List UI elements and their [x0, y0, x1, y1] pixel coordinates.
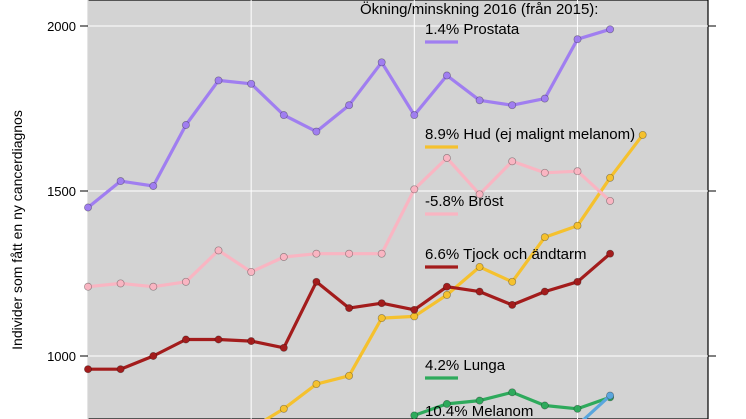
- data-point: [312, 380, 321, 389]
- data-point: [377, 314, 386, 323]
- data-point: [410, 305, 419, 314]
- data-point: [279, 111, 288, 120]
- data-point: [279, 253, 288, 261]
- data-point: [214, 335, 223, 344]
- data-point: [606, 173, 615, 182]
- legend-title: Ökning/minskning 2016 (från 2015):: [360, 0, 598, 18]
- data-point: [540, 287, 549, 296]
- data-point: [345, 249, 354, 258]
- data-point: [508, 300, 517, 309]
- series-2: [84, 154, 615, 291]
- data-point: [214, 246, 223, 255]
- data-point: [606, 249, 615, 258]
- y-tick-label: 1500: [47, 184, 76, 199]
- data-point: [214, 76, 223, 85]
- data-point: [345, 304, 354, 313]
- legend-label: -5.8% Bröst: [425, 193, 504, 210]
- data-point: [149, 352, 158, 360]
- data-point: [312, 249, 321, 258]
- data-point: [442, 290, 451, 299]
- y-tick-label: 2000: [47, 19, 76, 34]
- data-point: [377, 58, 386, 67]
- data-point: [84, 365, 92, 374]
- legend-label: 4.2% Lunga: [425, 357, 506, 374]
- series-5: [582, 391, 615, 419]
- data-point: [475, 396, 484, 405]
- data-point: [442, 399, 451, 408]
- series-0: [84, 25, 615, 212]
- data-point: [149, 182, 158, 190]
- data-point: [475, 190, 484, 199]
- data-point: [475, 287, 484, 296]
- data-point: [442, 154, 451, 162]
- data-point: [116, 365, 125, 374]
- series-1: [263, 130, 647, 419]
- series-line: [582, 394, 612, 419]
- data-point: [606, 196, 615, 205]
- data-point: [410, 185, 419, 194]
- data-point: [84, 282, 92, 291]
- data-point: [312, 127, 321, 136]
- data-point: [508, 101, 517, 110]
- series-group: [84, 25, 647, 419]
- data-point: [475, 96, 484, 105]
- legend-label: 8.9% Hud (ej malignt melanom): [425, 126, 635, 143]
- data-point: [606, 25, 615, 34]
- data-point: [247, 267, 256, 276]
- legend-label: 10.4% Melanom: [425, 403, 533, 419]
- data-point: [508, 157, 517, 166]
- data-point: [573, 35, 582, 44]
- data-point: [573, 404, 582, 413]
- data-point: [540, 94, 549, 103]
- data-point: [540, 233, 549, 242]
- data-point: [606, 391, 615, 400]
- data-point: [475, 262, 484, 271]
- data-point: [279, 404, 288, 413]
- data-point: [573, 277, 582, 286]
- data-point: [279, 343, 288, 352]
- data-point: [410, 111, 419, 120]
- data-point: [116, 177, 125, 186]
- data-point: [410, 411, 419, 419]
- data-point: [508, 388, 517, 397]
- legend: Ökning/minskning 2016 (från 2015): 1.4% P…: [360, 0, 635, 419]
- data-point: [573, 221, 582, 230]
- data-point: [181, 121, 190, 129]
- data-point: [442, 71, 451, 80]
- y-axis-label: Individer som fått en ny cancerdiagnos: [9, 110, 25, 350]
- data-point: [149, 282, 158, 291]
- data-point: [442, 282, 451, 291]
- data-point: [573, 167, 582, 176]
- data-point: [312, 277, 321, 286]
- data-point: [540, 401, 549, 410]
- data-point: [345, 101, 354, 110]
- data-point: [116, 279, 125, 288]
- y-axis: 1000 1500 2000: [47, 19, 716, 364]
- data-point: [508, 277, 517, 286]
- data-point: [540, 168, 549, 177]
- data-point: [345, 371, 354, 380]
- data-point: [377, 249, 386, 258]
- data-point: [181, 277, 190, 286]
- data-point: [247, 337, 256, 346]
- series-3: [84, 249, 615, 374]
- data-point: [84, 203, 92, 212]
- data-point: [638, 130, 647, 139]
- data-point: [377, 299, 386, 308]
- data-point: [247, 79, 256, 88]
- plot-area: [87, 0, 709, 419]
- legend-label: 6.6% Tjock och ändtarm: [425, 246, 586, 263]
- legend-label: 1.4% Prostata: [425, 21, 520, 38]
- y-tick-label: 1000: [47, 349, 76, 364]
- data-point: [410, 312, 419, 321]
- data-point: [181, 335, 190, 344]
